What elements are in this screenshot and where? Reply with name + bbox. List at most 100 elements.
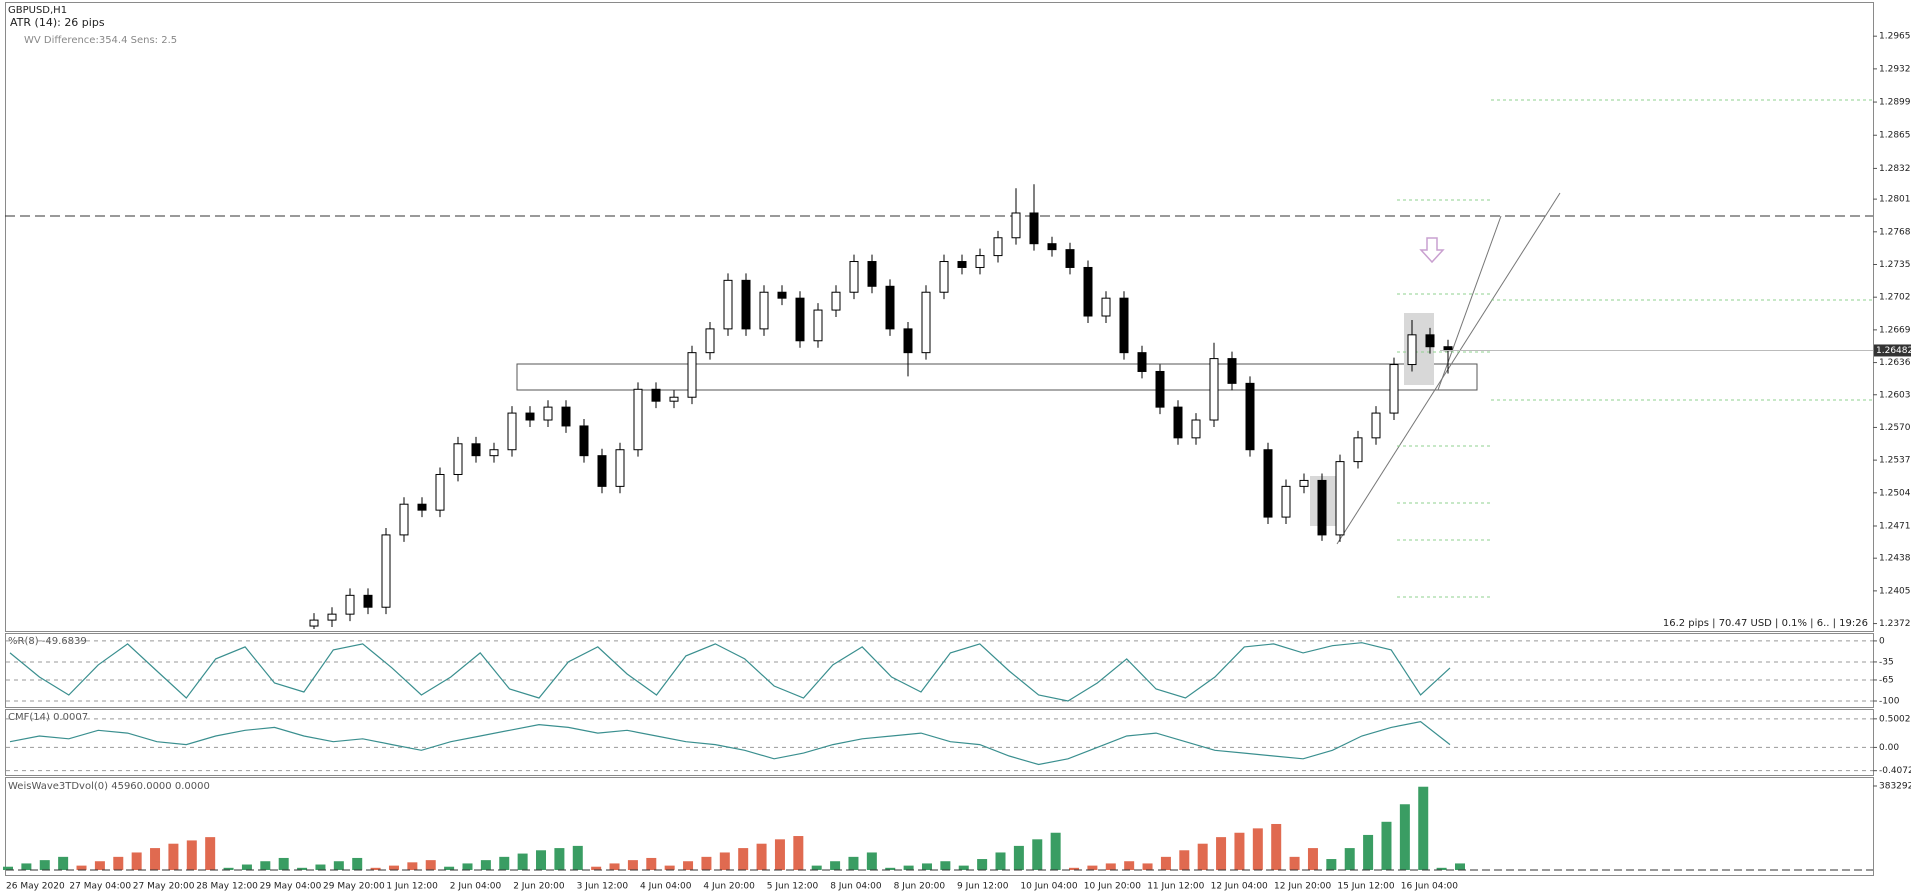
candle-body [1209, 358, 1219, 421]
y-tick-label: -35 [1879, 657, 1894, 667]
wpr-panel [5, 633, 1874, 708]
candle-body [741, 279, 751, 330]
volume-bar [572, 845, 583, 871]
x-tick-label: 8 Jun 04:00 [830, 882, 882, 892]
candle-body [1317, 479, 1327, 536]
volume-bar [58, 856, 69, 871]
volume-bar [811, 865, 822, 871]
candle-body [1407, 334, 1417, 366]
candle-body [993, 237, 1003, 257]
volume-bar [830, 861, 841, 871]
volume-bar [131, 852, 142, 871]
candle-body [471, 443, 481, 457]
candle-body [1335, 461, 1345, 536]
volume-bar [774, 839, 785, 871]
y-tick-label: -100 [1879, 696, 1900, 706]
volume-bar [995, 852, 1006, 871]
atr-label: ATR (14): 26 pips [10, 16, 105, 29]
candle-body [651, 388, 661, 402]
x-tick-label: 29 May 04:00 [260, 882, 322, 892]
candle-body [975, 255, 985, 268]
y-tick-label: 1.26690 [1879, 325, 1911, 335]
y-tick-label: 1.28320 [1879, 164, 1911, 174]
volume-bar [370, 867, 381, 871]
candle-body [1281, 485, 1291, 518]
x-tick-label: 2 Jun 20:00 [513, 882, 565, 892]
candle-body [705, 328, 715, 354]
candle-body [525, 412, 535, 421]
candle-body [1119, 297, 1129, 354]
candle-body [777, 291, 787, 299]
volume-bar [627, 860, 638, 871]
indicator-line [9, 642, 1451, 702]
candle-body [687, 352, 697, 398]
candle-body [381, 534, 391, 608]
volume-bar [683, 861, 694, 871]
volume-bar [1455, 863, 1465, 871]
candle-body [453, 443, 463, 475]
candle-body [1137, 352, 1147, 372]
candle-body [597, 455, 607, 487]
volume-bar [977, 859, 988, 871]
y-tick-label: 1.27350 [1879, 260, 1911, 270]
indicator-line [9, 721, 1451, 766]
price-panel [5, 2, 1874, 632]
x-tick-label: 28 May 12:00 [196, 882, 258, 892]
y-tick-label: 1.26035 [1879, 390, 1911, 400]
candle-body [1047, 243, 1057, 251]
price-tag-label: 1.26482 [1876, 346, 1911, 356]
x-tick-label: 4 Jun 04:00 [640, 882, 692, 892]
volume-bar [333, 861, 344, 871]
volume-bar [425, 860, 436, 871]
y-tick-label: 1.28990 [1879, 98, 1911, 108]
candle-body [1065, 249, 1075, 268]
candle-body [1173, 406, 1183, 439]
candle-body [867, 261, 877, 287]
volume-bar [1087, 865, 1098, 871]
weis-panel [5, 777, 1874, 876]
candle-body [1299, 479, 1309, 487]
y-tick-label: 1.28655 [1879, 131, 1911, 141]
volume-bar [517, 853, 528, 871]
volume-bar [885, 867, 896, 871]
y-tick-label: 1.28010 [1879, 195, 1911, 205]
volume-bar [352, 857, 363, 871]
volume-bar [536, 850, 547, 871]
candle-body [1425, 334, 1435, 348]
candle-body [327, 613, 337, 621]
candle-body [723, 279, 733, 330]
candle-body [885, 285, 895, 330]
candle-body [1353, 437, 1363, 463]
x-tick-label: 27 May 20:00 [133, 882, 195, 892]
candle-body [435, 473, 445, 511]
volume-bar [1197, 843, 1208, 871]
volume-bar [1032, 839, 1043, 871]
candle-body [399, 503, 409, 536]
candle-body [1245, 382, 1255, 451]
weis-label: WeisWave3TDvol(0) 45960.0000 0.0000 [8, 781, 210, 792]
x-tick-label: 1 Jun 12:00 [386, 882, 438, 892]
candle-body [309, 619, 319, 627]
volume-bar [1271, 823, 1282, 871]
volume-bar [921, 863, 932, 871]
volume-bar [150, 848, 161, 871]
volume-bar [1216, 837, 1227, 871]
candle-body [939, 261, 949, 293]
volume-bar [1436, 867, 1447, 871]
x-tick-label: 15 Jun 12:00 [1337, 882, 1394, 892]
candle-body [579, 425, 589, 457]
candle-body [921, 291, 931, 354]
x-tick-label: 12 Jun 04:00 [1211, 882, 1268, 892]
volume-bar [1013, 845, 1024, 871]
volume-bar [1363, 834, 1374, 871]
cmf-label: CMF(14) 0.0007 [8, 712, 88, 723]
x-tick-label: 5 Jun 12:00 [767, 882, 819, 892]
volume-bar [39, 860, 50, 871]
candle-body [1155, 370, 1165, 408]
volume-bar [958, 865, 969, 871]
volume-bar [3, 866, 13, 871]
y-tick-label: -65 [1879, 675, 1894, 685]
candle-body [1029, 212, 1039, 245]
y-tick-label: 1.29655 [1879, 32, 1911, 42]
